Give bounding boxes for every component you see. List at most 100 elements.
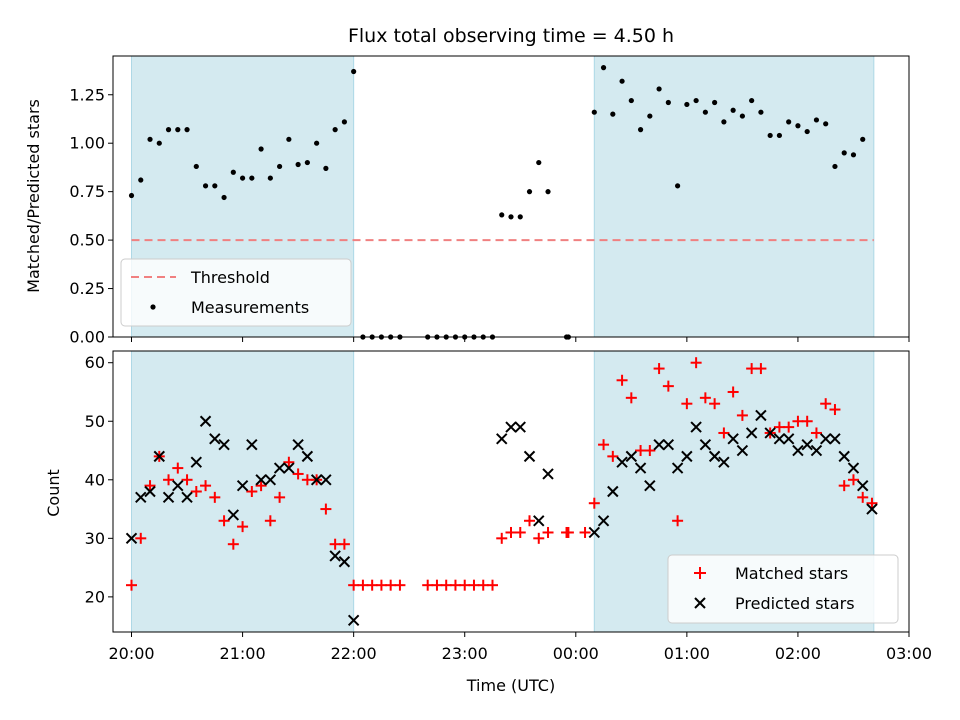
measurement-point (128, 192, 135, 199)
predicted-star-point (190, 456, 203, 468)
predicted-star-point (588, 526, 601, 539)
measurement-point (860, 136, 866, 142)
matched-star-point (616, 374, 628, 386)
legend-measurements-swatch (150, 304, 156, 310)
bottom-y-tick-label: 20 (85, 587, 105, 606)
predicted-star-point (172, 479, 184, 492)
x-tick-label: 03:00 (886, 644, 932, 663)
bottom-star-points (125, 357, 878, 626)
measurement-point (508, 214, 514, 220)
matched-star-point (440, 579, 452, 591)
predicted-star-point (644, 479, 656, 492)
matched-star-point (209, 491, 221, 503)
predicted-star-point (236, 479, 249, 492)
matched-star-point (635, 445, 647, 457)
matched-star-point (810, 427, 822, 439)
predicted-star-point (718, 456, 730, 468)
measurement-point (193, 163, 199, 170)
matched-star-point (227, 538, 239, 550)
matched-star-point (514, 526, 526, 538)
predicted-star-point (801, 438, 813, 451)
x-tick-label: 00:00 (553, 644, 599, 663)
matched-star-point (866, 497, 878, 509)
measurement-point (758, 109, 764, 115)
matched-star-point (431, 579, 443, 591)
predicted-star-point (273, 462, 286, 474)
predicted-star-point (616, 456, 628, 468)
matched-star-point (135, 532, 147, 544)
matched-star-point (338, 538, 350, 550)
matched-star-point (283, 456, 295, 468)
matched-star-point (237, 521, 249, 533)
measurement-point (314, 140, 320, 146)
matched-star-point (496, 532, 508, 544)
matched-star-point (190, 486, 202, 497)
measurement-point (239, 175, 246, 181)
top-measurement-points (128, 65, 866, 340)
chart-title: Flux total observing time = 4.50 h (348, 25, 674, 47)
matched-star-point (625, 392, 637, 404)
shaded-interval-1 (131, 350, 355, 633)
measurement-point (739, 113, 745, 119)
matched-star-point (718, 427, 730, 439)
axes-frame (112, 350, 910, 633)
measurement-point (147, 136, 153, 142)
bottom-axes-frame (112, 350, 910, 633)
bottom-y-tick-label: 50 (85, 412, 105, 431)
matched-star-point (699, 392, 711, 404)
predicted-star-point (144, 485, 156, 498)
predicted-star-point (792, 444, 804, 457)
measurement-point (175, 127, 181, 133)
matched-star-point (598, 439, 610, 451)
predicted-star-point (681, 450, 693, 463)
measurement-point (786, 119, 792, 125)
bottom-y-tick-label: 40 (85, 470, 105, 489)
matched-star-point (459, 579, 471, 591)
measurement-point (332, 127, 338, 133)
legend-box (120, 258, 352, 327)
matched-star-point (524, 515, 536, 527)
predicted-star-point (514, 421, 526, 433)
matched-star-point (163, 474, 175, 486)
predicted-star-point (671, 462, 684, 474)
matched-star-point (385, 579, 397, 591)
matched-star-point (172, 462, 184, 474)
predicted-star-point (301, 450, 314, 463)
predicted-star-point (199, 415, 212, 427)
measurement-point (277, 163, 283, 170)
measurement-point (184, 127, 190, 133)
matched-star-point (653, 363, 665, 375)
matched-star-point (607, 450, 619, 462)
predicted-star-point (181, 491, 193, 504)
matched-star-point (255, 480, 267, 492)
top-y-tick-label: 1.25 (69, 85, 105, 104)
measurement-point (267, 175, 273, 181)
predicted-star-point (782, 433, 795, 445)
measurement-point (795, 123, 801, 129)
matched-star-point (644, 445, 656, 457)
measurement-point (730, 107, 736, 113)
x-tick-label: 20:00 (108, 644, 154, 663)
top-y-tick-label: 0.50 (69, 231, 105, 250)
predicted-star-point (773, 433, 786, 445)
matched-star-point (533, 532, 545, 544)
predicted-star-point (542, 468, 554, 480)
predicted-star-point (218, 438, 230, 451)
measurement-point (693, 97, 699, 104)
predicted-star-point (153, 450, 165, 463)
matched-star-point (792, 415, 804, 427)
predicted-star-point (292, 438, 304, 451)
matched-star-point (505, 526, 517, 538)
measurement-point (610, 111, 616, 117)
matched-star-point (394, 579, 406, 591)
predicted-star-point (819, 433, 832, 445)
measurement-point (536, 159, 542, 166)
measurement-point (656, 86, 662, 92)
matched-star-point (320, 503, 332, 515)
bottom-ticks: 20 30 40 50 60 20:00 21:00 22:00 23:00 00:00 01:00… (85, 353, 932, 663)
bottom-y-tick-label: 60 (85, 353, 105, 372)
measurement-point (832, 163, 838, 170)
matched-star-point (709, 398, 721, 410)
predicted-star-point (347, 614, 360, 626)
matched-star-point (348, 579, 360, 591)
